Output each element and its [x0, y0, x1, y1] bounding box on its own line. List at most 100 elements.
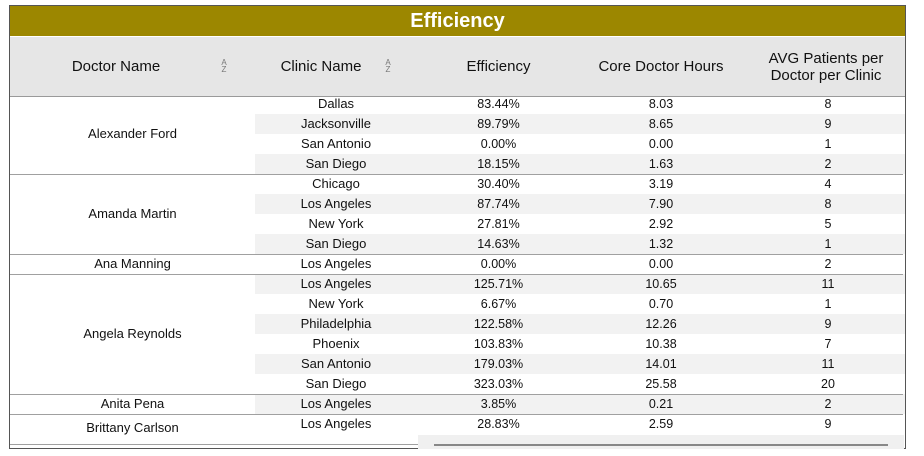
table-row[interactable]: Dallas 83.44% 8.03 8 — [255, 94, 905, 114]
group-separator — [10, 254, 903, 255]
table-title: Efficiency — [10, 6, 905, 36]
avg-patients-cell: 8 — [824, 197, 832, 211]
column-header-core-doctor-hours[interactable]: Core Doctor Hours — [598, 58, 724, 75]
sort-az-icon[interactable]: A Z — [221, 58, 227, 74]
sort-az-icon[interactable]: A Z — [385, 58, 391, 74]
doctor-name-cell: Brittany Carlson — [86, 420, 179, 435]
clinic-name-cell: Chicago — [312, 176, 360, 191]
doctor-name-cell: Ana Manning — [94, 256, 171, 271]
core-doctor-hours-cell: 1.32 — [648, 237, 674, 251]
avg-patients-cell: 7 — [824, 337, 832, 351]
efficiency-cell: 0.00% — [480, 257, 517, 271]
table-row[interactable]: San Diego 323.03% 25.58 20 — [255, 374, 905, 394]
core-doctor-hours-cell: 3.19 — [648, 177, 674, 191]
efficiency-cell: 103.83% — [473, 337, 524, 351]
group-separator — [10, 174, 903, 175]
doctor-name-cell: Angela Reynolds — [83, 326, 182, 341]
table-row[interactable]: Los Angeles 3.85% 0.21 2 — [255, 394, 905, 414]
column-header-efficiency[interactable]: Efficiency — [466, 58, 531, 75]
doctor-name-cell: Alexander Ford — [88, 126, 177, 141]
table-row[interactable]: Jacksonville 89.79% 8.65 9 — [255, 114, 905, 134]
core-doctor-hours-cell: 8.65 — [648, 117, 674, 131]
avg-patients-cell: 1 — [824, 137, 832, 151]
clinic-name-cell: San Antonio — [300, 136, 372, 151]
efficiency-cell: 89.79% — [477, 117, 520, 131]
core-doctor-hours-cell: 7.90 — [648, 197, 674, 211]
avg-patients-cell: 5 — [824, 217, 832, 231]
avg-patients-cell: 11 — [821, 277, 835, 291]
table-row[interactable]: Los Angeles 125.71% 10.65 11 — [255, 274, 905, 294]
avg-patients-cell: 9 — [824, 117, 832, 131]
clinic-name-cell: San Diego — [305, 236, 367, 251]
clinic-name-cell: Dallas — [317, 96, 355, 111]
efficiency-cell: 28.83% — [477, 417, 520, 431]
table-row[interactable]: Los Angeles 28.83% 2.59 9 — [255, 414, 905, 434]
efficiency-cell: 6.67% — [480, 297, 517, 311]
clinic-name-cell: San Antonio — [300, 356, 372, 371]
efficiency-cell: 83.44% — [477, 97, 520, 111]
table-row[interactable]: San Diego 18.15% 1.63 2 — [255, 154, 905, 174]
avg-patients-cell: 2 — [824, 257, 832, 271]
clinic-name-cell: New York — [308, 216, 364, 231]
efficiency-cell: 3.85% — [480, 397, 517, 411]
core-doctor-hours-cell: 1.63 — [648, 157, 674, 171]
efficiency-cell: 27.81% — [477, 217, 520, 231]
group-separator — [10, 414, 903, 415]
efficiency-cell: 18.15% — [477, 157, 520, 171]
efficiency-cell: 87.74% — [477, 197, 520, 211]
table-row[interactable]: San Diego 14.63% 1.32 1 — [255, 234, 905, 254]
clinic-name-cell: Philadelphia — [300, 316, 372, 331]
avg-patients-cell: 8 — [824, 97, 832, 111]
table-row[interactable]: San Antonio 179.03% 14.01 11 — [255, 354, 905, 374]
core-doctor-hours-cell: 12.26 — [645, 317, 677, 331]
clinic-name-cell: Los Angeles — [300, 396, 372, 411]
avg-patients-cell: 20 — [821, 377, 835, 391]
avg-patients-cell: 11 — [821, 357, 835, 371]
core-doctor-hours-cell: 0.21 — [648, 397, 674, 411]
group-separator — [10, 394, 903, 395]
table-row[interactable]: Los Angeles 87.74% 7.90 8 — [255, 194, 905, 214]
clinic-name-cell: Los Angeles — [300, 416, 372, 431]
core-doctor-hours-cell: 10.65 — [645, 277, 677, 291]
clinic-name-cell: Los Angeles — [300, 276, 372, 291]
core-doctor-hours-cell: 0.70 — [648, 297, 674, 311]
clinic-name-cell: New York — [308, 296, 364, 311]
efficiency-cell: 14.63% — [477, 237, 520, 251]
clinic-name-cell: Los Angeles — [300, 256, 372, 271]
column-header-avg-patients[interactable]: AVG Patients per Doctor per Clinic — [768, 49, 884, 84]
table-row[interactable]: Los Angeles 0.00% 0.00 2 — [255, 254, 905, 274]
horizontal-scrollbar-thumb[interactable] — [434, 444, 888, 446]
table-row[interactable]: Phoenix 103.83% 10.38 7 — [255, 334, 905, 354]
avg-patients-cell: 9 — [824, 417, 832, 431]
clinic-name-cell: Jacksonville — [300, 116, 372, 131]
core-doctor-hours-cell: 0.00 — [648, 257, 674, 271]
avg-patients-cell: 2 — [824, 157, 832, 171]
group-separator — [10, 274, 903, 275]
clinic-name-cell: San Diego — [305, 376, 367, 391]
table-header: Doctor Name A Z Clinic Name A Z Efficien… — [10, 37, 905, 97]
doctor-name-cell: Anita Pena — [100, 396, 165, 411]
core-doctor-hours-cell: 2.92 — [648, 217, 674, 231]
doctor-name-cell: Amanda Martin — [88, 206, 177, 221]
efficiency-cell: 179.03% — [473, 357, 524, 371]
avg-patients-cell: 4 — [824, 177, 832, 191]
avg-patients-cell: 1 — [824, 237, 832, 251]
core-doctor-hours-cell: 25.58 — [645, 377, 677, 391]
clinic-name-cell: San Diego — [305, 156, 367, 171]
table-row[interactable]: Chicago 30.40% 3.19 4 — [255, 174, 905, 194]
core-doctor-hours-cell: 2.59 — [648, 417, 674, 431]
efficiency-cell: 122.58% — [473, 317, 524, 331]
avg-patients-cell: 1 — [824, 297, 832, 311]
core-doctor-hours-cell: 10.38 — [645, 337, 677, 351]
table-row[interactable]: Philadelphia 122.58% 12.26 9 — [255, 314, 905, 334]
horizontal-scrollbar[interactable] — [418, 435, 904, 449]
core-doctor-hours-cell: 0.00 — [648, 137, 674, 151]
table-row[interactable]: San Antonio 0.00% 0.00 1 — [255, 134, 905, 154]
column-header-clinic-name[interactable]: Clinic Name — [280, 58, 362, 75]
core-doctor-hours-cell: 8.03 — [648, 97, 674, 111]
table-row[interactable]: New York 6.67% 0.70 1 — [255, 294, 905, 314]
table-row[interactable]: New York 27.81% 2.92 5 — [255, 214, 905, 234]
core-doctor-hours-cell: 14.01 — [645, 357, 677, 371]
column-header-doctor-name[interactable]: Doctor Name — [71, 58, 161, 75]
efficiency-cell: 0.00% — [480, 137, 517, 151]
